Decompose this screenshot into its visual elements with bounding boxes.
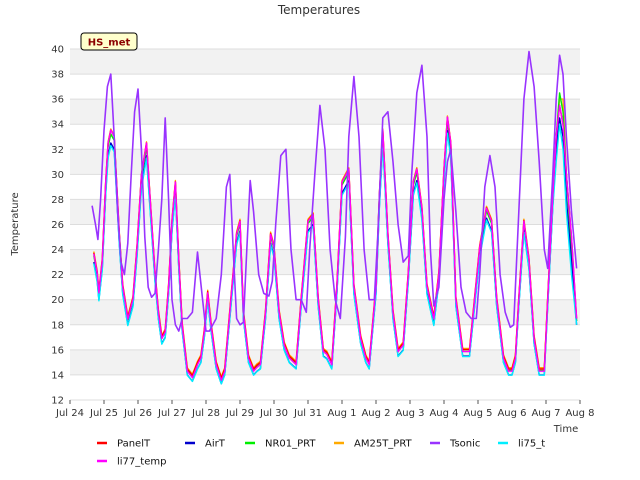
station-badge: HS_met <box>80 32 138 51</box>
legend-label: li77_temp <box>117 457 166 468</box>
legend-item-panelt: PanelT <box>97 439 151 450</box>
y-tick-label: 30 <box>51 170 64 181</box>
legend-label: NR01_PRT <box>265 439 316 450</box>
y-axis-ticks: 12 14 16 18 20 22 24 26 28 30 32 34 36 38 40 <box>51 45 64 407</box>
x-tick-label: Aug 5 <box>463 408 492 419</box>
series-lines <box>91 50 578 385</box>
y-tick-label: 36 <box>51 95 64 106</box>
legend-item-airt: AirT <box>185 439 226 450</box>
x-tick-label: Aug 2 <box>361 408 390 419</box>
y-tick-label: 20 <box>51 295 64 306</box>
x-tick-label: Aug 6 <box>497 408 526 419</box>
legend-item-am25t_prt: AM25T_PRT <box>334 439 413 450</box>
x-tick-label: Jul 29 <box>225 408 254 419</box>
x-tick-label: Jul 30 <box>259 408 288 419</box>
legend-label: AirT <box>205 439 226 450</box>
grid-band <box>70 99 580 125</box>
series-line-tsonic <box>91 50 578 332</box>
y-tick-label: 26 <box>51 220 64 231</box>
grid-band <box>70 349 580 375</box>
x-tick-label: Jul 26 <box>123 408 152 419</box>
x-axis-label: Time <box>553 424 578 435</box>
legend-label: li75_t <box>518 439 545 450</box>
grid-band <box>70 49 580 75</box>
station-badge-label: HS_met <box>88 38 131 49</box>
x-tick-label: Aug 8 <box>565 408 594 419</box>
x-tick-label: Jul 28 <box>191 408 220 419</box>
legend-item-li77_temp: li77_temp <box>97 457 166 468</box>
grid-band <box>70 299 580 325</box>
series-line-li77_temp <box>93 104 578 381</box>
x-tick-label: Jul 27 <box>157 408 186 419</box>
station-badge-box <box>80 32 138 51</box>
x-tick-label: Jul 25 <box>89 408 118 419</box>
grid-lines <box>70 48 580 401</box>
x-tick-label: Aug 7 <box>531 408 560 419</box>
y-tick-label: 38 <box>51 70 64 81</box>
y-tick-label: 22 <box>51 270 64 281</box>
legend-label: AM25T_PRT <box>354 439 413 450</box>
y-tick-label: 32 <box>51 145 64 156</box>
series-line-li75_t <box>93 123 578 385</box>
y-axis-label: Temperature <box>10 192 21 256</box>
grid-band <box>70 199 580 225</box>
x-tick-label: Aug 1 <box>327 408 356 419</box>
legend: PanelT AirT NR01_PRT AM25T_PRT Tsonic li75_tl… <box>97 439 545 468</box>
y-tick-label: 24 <box>51 245 64 256</box>
x-tick-label: Aug 3 <box>395 408 424 419</box>
x-tick-label: Jul 31 <box>293 408 322 419</box>
legend-label: PanelT <box>117 439 151 450</box>
y-tick-label: 28 <box>51 195 64 206</box>
y-tick-label: 16 <box>51 345 64 356</box>
chart-title: Temperatures <box>277 3 360 17</box>
y-tick-label: 14 <box>51 370 64 381</box>
y-tick-label: 18 <box>51 320 64 331</box>
legend-label: Tsonic <box>449 439 480 450</box>
x-axis-ticks: Jul 24 Jul 25 Jul 26 Jul 27 Jul 28 Jul 29 Jul … <box>55 400 595 419</box>
x-tick-label: Aug 4 <box>429 408 458 419</box>
legend-item-tsonic: Tsonic <box>430 439 480 450</box>
legend-item-nr01_prt: NR01_PRT <box>245 439 316 450</box>
y-tick-label: 40 <box>51 45 64 56</box>
y-tick-label: 34 <box>51 120 64 131</box>
legend-item-li75_t: li75_t <box>498 439 545 450</box>
x-tick-label: Jul 24 <box>55 408 84 419</box>
y-tick-label: 12 <box>51 396 64 407</box>
